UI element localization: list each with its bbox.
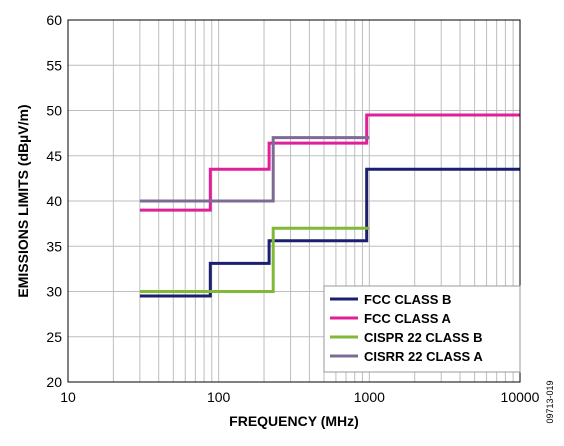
series-line-fcc-class-a [139,113,520,212]
y-tick-label: 45 [46,148,62,164]
y-tick-label: 35 [46,238,62,254]
x-tick-label: 10000 [501,389,540,405]
y-tick-label: 30 [46,284,62,300]
legend-label: FCC CLASS A [364,311,452,326]
series-line-cisrr-22-class-a [139,136,370,203]
x-tick-label: 100 [207,389,231,405]
series-line-fcc-class-b [139,167,520,298]
x-axis-title: FREQUENCY (MHz) [229,413,359,429]
y-tick-label: 60 [46,12,62,28]
legend-label: CISPR 22 CLASS B [364,330,482,345]
figure-id: 09713-019 [545,380,555,423]
plot-frame [67,19,521,383]
y-tick-label: 40 [46,193,62,209]
series-line-cispr-22-class-b [139,226,370,293]
legend: FCC CLASS B FCC CLASS A CISPR 22 CLASS B CI… [323,285,521,373]
series-lines [139,113,520,298]
legend-label: CISRR 22 CLASS A [364,349,483,364]
legend-label: FCC CLASS B [364,292,451,307]
x-tick-label: 1000 [354,389,385,405]
y-axis-title: EMISSIONS LIMITS (dBµV/m) [15,104,31,297]
y-tick-label: 50 [46,103,62,119]
y-tick-label: 20 [46,374,62,390]
tick-labels: 20 25 30 35 40 45 50 55 60 10 100 1000 10000 [46,12,539,405]
y-tick-label: 25 [46,329,62,345]
x-tick-label: 10 [60,389,76,405]
y-tick-label: 55 [46,57,62,73]
